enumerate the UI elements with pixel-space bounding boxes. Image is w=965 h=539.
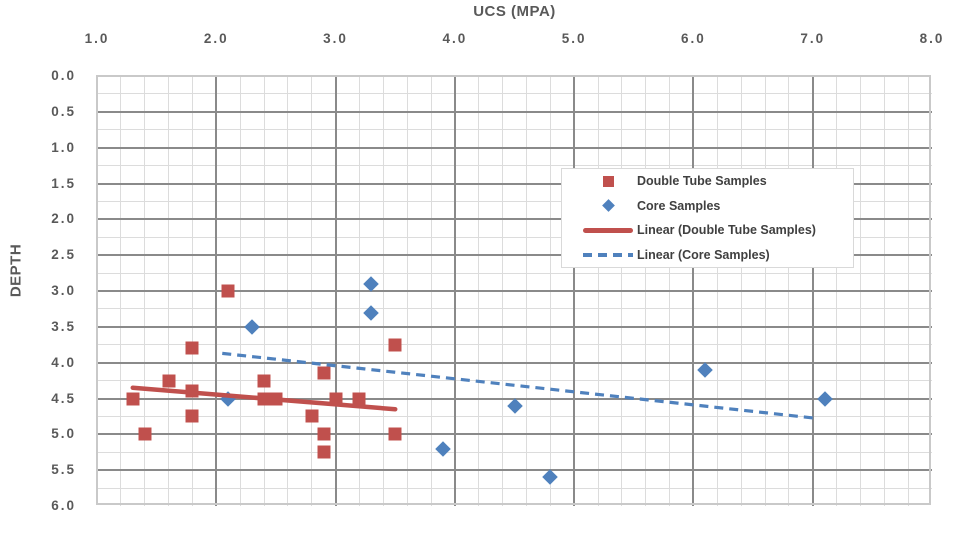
y-tick-label: 4.5 [51, 390, 76, 406]
data-point-double-tube-samples [126, 392, 140, 405]
data-point-core-samples [220, 390, 236, 407]
data-point-double-tube-samples [257, 374, 271, 388]
x-tick-label: 3.0 [323, 31, 348, 46]
legend-label: Linear (Double Tube Samples) [637, 223, 816, 238]
gridline-major [97, 433, 932, 436]
gridline-minor [97, 200, 932, 202]
legend-item: Linear (Core Samples) [562, 243, 853, 268]
legend-label: Linear (Core Samples) [637, 247, 770, 262]
gridline-minor [97, 415, 932, 417]
gridline-minor [97, 451, 932, 453]
legend-diamond-icon [601, 199, 615, 213]
gridline-minor [97, 272, 932, 274]
x-axis-title: UCS (MPA) [473, 3, 556, 20]
gridline-major [97, 182, 932, 185]
data-point-double-tube-samples [329, 392, 343, 405]
y-tick-label: 0.0 [51, 68, 76, 83]
gridline-major [97, 290, 932, 292]
legend-square-icon [602, 175, 614, 187]
gridline-major [97, 218, 932, 221]
gridline-major [97, 325, 932, 328]
y-tick-label: 0.5 [51, 103, 76, 119]
y-tick-label: 2.0 [51, 211, 76, 227]
data-point-core-samples [697, 362, 714, 378]
data-point-double-tube-samples [269, 392, 283, 405]
data-point-double-tube-samples [317, 427, 331, 441]
x-tick-label: 1.0 [84, 31, 110, 46]
gridline-major [97, 469, 932, 472]
legend-label: Core Samples [637, 198, 721, 213]
gridline-minor [97, 165, 932, 167]
x-tick-label: 7.0 [800, 31, 826, 46]
chart-legend: Double Tube Samples Core Samples Linear (D… [561, 168, 854, 268]
data-point-double-tube-samples [221, 284, 235, 298]
legend-dashed-line-icon [583, 253, 633, 257]
data-point-double-tube-samples [162, 374, 176, 388]
legend-swatch-box [583, 222, 633, 238]
data-point-double-tube-samples [388, 427, 402, 441]
legend-swatch-box [583, 198, 633, 214]
gridline-minor [97, 236, 932, 238]
y-tick-label: 4.0 [51, 354, 76, 370]
gridline-major [97, 110, 932, 113]
data-point-core-samples [363, 304, 380, 321]
data-point-core-samples [506, 397, 523, 414]
gridline-major [97, 361, 932, 364]
y-tick-label: 5.0 [51, 426, 76, 442]
gridline-minor [97, 380, 932, 382]
y-axis-title: DEPTH [7, 243, 25, 298]
x-tick-label: 8.0 [919, 31, 945, 46]
data-point-double-tube-samples [317, 366, 331, 380]
x-tick-label: 2.0 [203, 31, 229, 46]
data-point-double-tube-samples [185, 384, 199, 398]
data-point-core-samples [435, 440, 451, 457]
gridline-minor [97, 487, 932, 489]
legend-swatch-box [583, 247, 633, 263]
gridline-minor [97, 129, 932, 131]
gridline-minor [97, 308, 932, 310]
gridline-minor [97, 344, 932, 346]
y-tick-label: 3.5 [51, 318, 76, 334]
y-tick-label: 5.5 [51, 462, 76, 478]
data-point-double-tube-samples [185, 341, 199, 355]
legend-swatch-box [583, 173, 633, 189]
y-tick-label: 1.5 [51, 175, 76, 191]
legend-item: Linear (Double Tube Samples) [562, 218, 853, 243]
data-point-double-tube-samples [317, 445, 331, 459]
data-point-double-tube-samples [352, 392, 366, 405]
y-tick-label: 3.0 [51, 283, 76, 298]
data-point-core-samples [542, 469, 559, 486]
legend-item: Core Samples [562, 194, 853, 219]
y-tick-label: 6.0 [51, 498, 76, 513]
legend-item: Double Tube Samples [562, 169, 853, 194]
data-point-core-samples [816, 390, 833, 407]
legend-label: Double Tube Samples [637, 174, 767, 189]
y-tick-label: 2.5 [51, 247, 76, 263]
legend-solid-line-icon [583, 227, 633, 233]
data-point-double-tube-samples [138, 427, 152, 441]
gridline-major [97, 146, 932, 149]
data-point-core-samples [244, 319, 260, 335]
x-tick-label: 6.0 [681, 31, 706, 46]
y-tick-label: 1.0 [51, 139, 76, 155]
x-tick-label: 5.0 [561, 31, 587, 46]
data-point-double-tube-samples [185, 409, 199, 423]
gridline-major [97, 254, 932, 257]
gridline-minor [97, 93, 932, 95]
data-point-double-tube-samples [388, 338, 402, 352]
data-point-double-tube-samples [305, 409, 319, 423]
x-tick-label: 4.0 [442, 31, 468, 46]
